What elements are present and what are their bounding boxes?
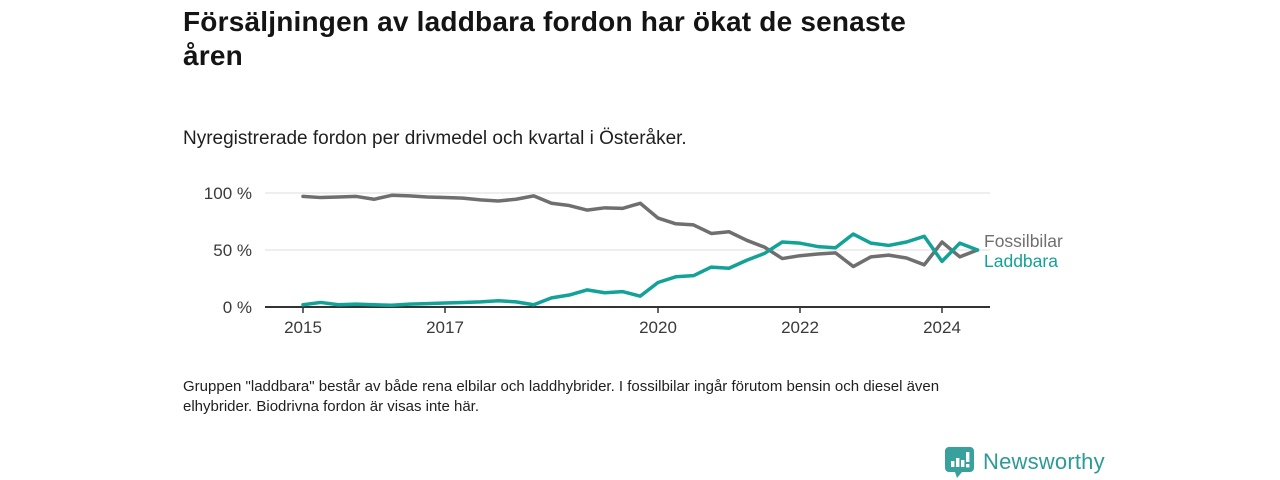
legend-label-fossilbilar: Fossilbilar	[984, 231, 1063, 251]
legend-label-laddbara: Laddbara	[984, 251, 1058, 271]
x-tick-label-2017: 2017	[426, 318, 464, 337]
x-tick-label-2024: 2024	[923, 318, 961, 337]
x-tick-label-2022: 2022	[781, 318, 819, 337]
x-tick-label-2015: 2015	[284, 318, 322, 337]
y-tick-label-0: 0 %	[223, 298, 252, 317]
newsworthy-logo-icon	[945, 447, 974, 478]
chart-footnote: Gruppen "laddbara" består av både rena e…	[183, 377, 1083, 416]
chart-subtitle: Nyregistrerade fordon per drivmedel och …	[183, 128, 687, 149]
page-title-line-2: åren	[183, 40, 243, 71]
series-line-fossilbilar	[301, 193, 980, 269]
x-tick-label-2020: 2020	[639, 318, 677, 337]
y-tick-label-50: 50 %	[213, 241, 252, 260]
newsworthy-logo-text: Newsworthy	[983, 449, 1105, 474]
chart-footnote-line-1: Gruppen "laddbara" består av både rena e…	[183, 378, 940, 395]
page-title-line-1: Försäljningen av laddbara fordon har öka…	[183, 6, 907, 37]
newsworthy-logo: Newsworthy	[944, 446, 1105, 478]
chart-footnote-line-2: elhybrider. Biodrivna fordon är visas in…	[183, 397, 479, 415]
y-tick-label-100: 100 %	[204, 184, 252, 203]
series-line-laddbara	[301, 232, 980, 308]
page-title: Försäljningen av laddbara fordon har öka…	[183, 5, 1163, 73]
